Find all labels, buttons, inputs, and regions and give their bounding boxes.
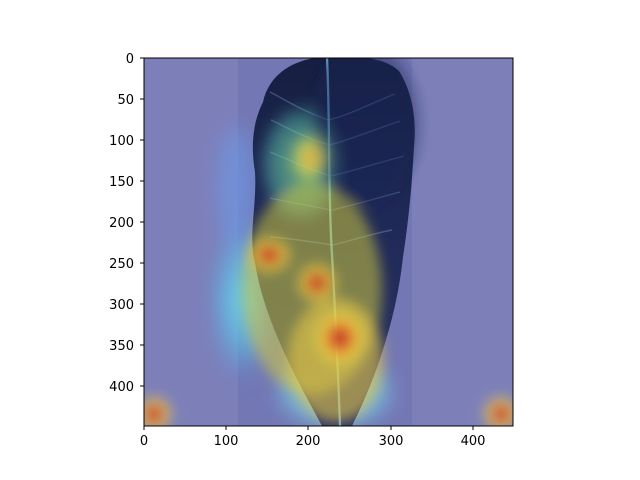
hotspot-6 (481, 394, 513, 426)
plot-frame (143, 57, 514, 427)
y-tick-label: 250 (109, 257, 134, 272)
y-tick-label: 100 (109, 134, 134, 149)
x-axis-labels: 0 100 200 300 400 (140, 434, 486, 449)
hotspot-1 (245, 235, 293, 275)
y-axis-ticks (140, 57, 144, 387)
y-tick-label: 400 (109, 380, 134, 395)
left-glow-upper (218, 126, 254, 250)
y-tick-label: 350 (109, 339, 134, 354)
y-tick-label: 200 (109, 216, 134, 231)
blue-leaf-shadow (311, 58, 419, 206)
x-tick-label: 200 (296, 434, 321, 449)
y-tick-label: 150 (109, 175, 134, 190)
x-tick-label: 100 (214, 434, 239, 449)
hotspot-3 (312, 308, 368, 368)
y-axis-labels: 0 50 100 150 200 250 300 350 400 (109, 52, 134, 395)
y-tick-label: 0 (126, 52, 134, 67)
x-tick-label: 0 (140, 434, 148, 449)
hotspot-4 (288, 128, 332, 188)
y-tick-label: 50 (117, 93, 134, 108)
hotspot-5 (144, 394, 174, 426)
x-tick-label: 300 (379, 434, 404, 449)
x-axis-ticks (143, 426, 474, 430)
hotspot-2 (295, 261, 339, 305)
y-tick-label: 300 (109, 298, 134, 313)
x-tick-label: 400 (461, 434, 486, 449)
